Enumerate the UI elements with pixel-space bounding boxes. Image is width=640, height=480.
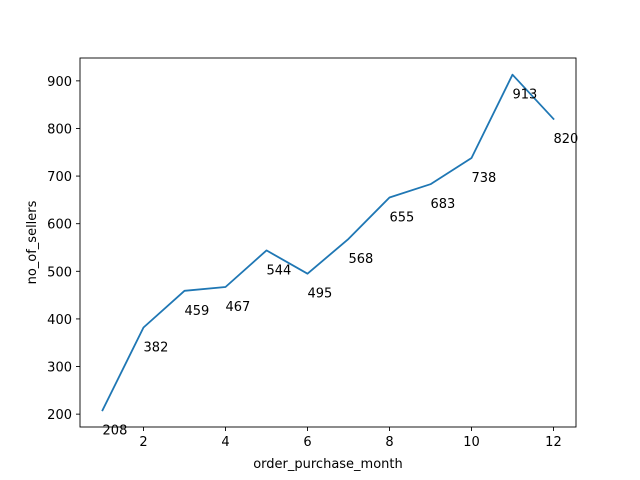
y-tick-label: 400 (47, 313, 72, 328)
x-axis-label: order_purchase_month (253, 457, 403, 472)
plot-frame (79, 57, 577, 428)
y-tick-label: 700 (47, 170, 72, 185)
data-label: 544 (267, 263, 292, 278)
y-axis-ticks: 200 300 400 500 600 700 800 900 (47, 75, 80, 423)
y-tick-label: 300 (47, 361, 72, 376)
data-labels: 208 382 459 467 544 495 568 655 683 738 913 820 (103, 88, 579, 439)
x-axis-ticks: 2 4 6 8 10 12 (139, 427, 562, 450)
x-tick-label: 6 (303, 435, 311, 450)
series-line (101, 73, 555, 412)
data-label: 820 (553, 132, 578, 147)
x-tick-label: 12 (545, 435, 562, 450)
data-label: 459 (185, 304, 210, 319)
data-label: 913 (512, 88, 537, 103)
data-label: 683 (430, 197, 455, 212)
y-tick-label: 200 (47, 408, 72, 423)
data-label: 495 (308, 287, 333, 302)
data-label: 738 (471, 171, 496, 186)
data-label: 568 (348, 252, 373, 267)
y-tick-label: 600 (47, 218, 72, 233)
x-tick-label: 2 (139, 435, 147, 450)
data-label: 208 (103, 423, 128, 438)
y-axis-label: no_of_sellers (25, 200, 40, 284)
y-tick-label: 900 (47, 75, 72, 90)
y-tick-label: 500 (47, 265, 72, 280)
data-label: 467 (226, 300, 251, 315)
x-tick-label: 4 (221, 435, 229, 450)
y-tick-label: 800 (47, 122, 72, 137)
x-tick-label: 10 (463, 435, 480, 450)
data-label: 382 (144, 340, 169, 355)
data-label: 655 (389, 211, 414, 226)
x-tick-label: 8 (385, 435, 393, 450)
